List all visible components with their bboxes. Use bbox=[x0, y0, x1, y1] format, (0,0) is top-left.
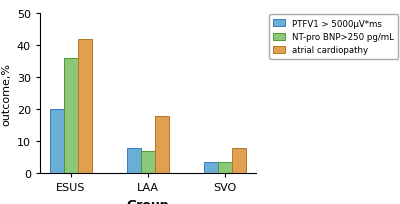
Y-axis label: outcome,%: outcome,% bbox=[1, 62, 11, 125]
Bar bbox=[218, 162, 232, 173]
Bar bbox=[127, 148, 141, 173]
Bar bbox=[64, 59, 78, 173]
Bar bbox=[50, 110, 64, 173]
X-axis label: Group: Group bbox=[127, 198, 169, 204]
Bar bbox=[155, 116, 169, 173]
Bar bbox=[141, 151, 155, 173]
Bar bbox=[232, 148, 246, 173]
Legend: PTFV1 > 5000μV*ms, NT-pro BNP>250 pg/mL, atrial cardiopathy: PTFV1 > 5000μV*ms, NT-pro BNP>250 pg/mL,… bbox=[269, 15, 398, 59]
Bar bbox=[78, 40, 92, 173]
Bar bbox=[204, 162, 218, 173]
